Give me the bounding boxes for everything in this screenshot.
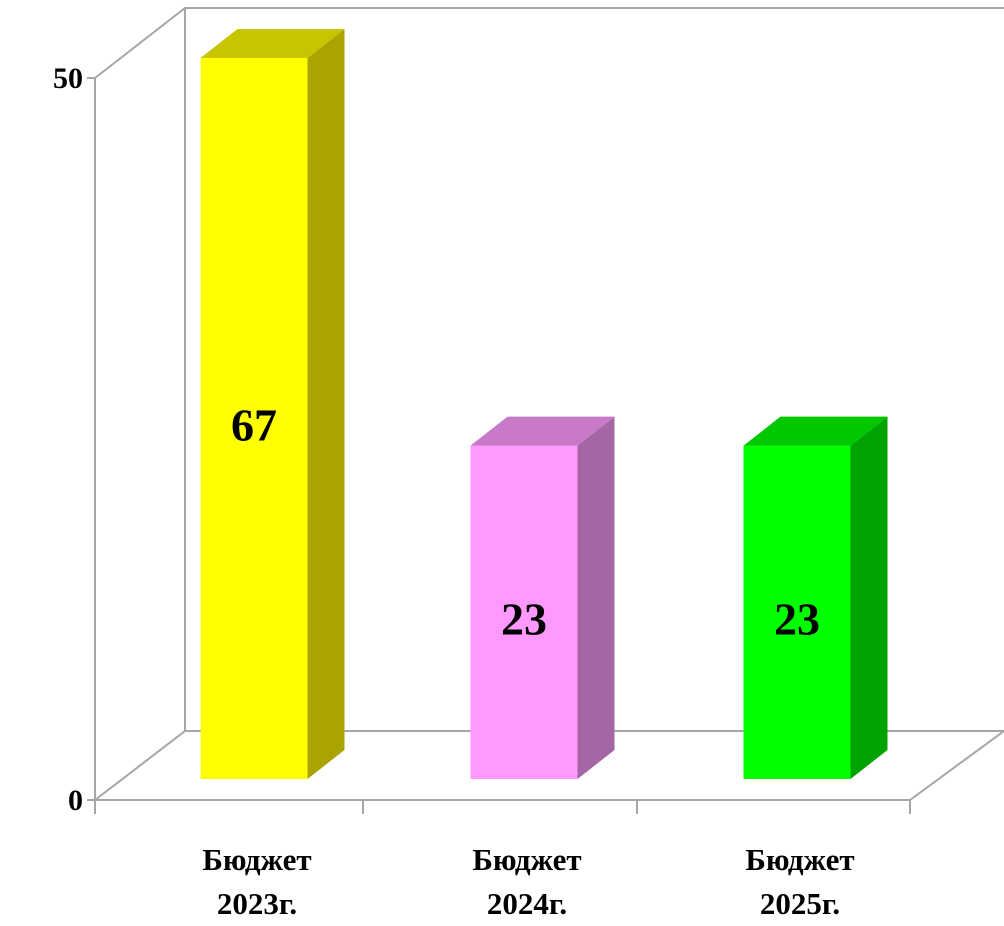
bar-value-label: 67 bbox=[231, 400, 277, 451]
bar-side bbox=[307, 29, 345, 779]
category-label-line: Бюджет bbox=[202, 842, 311, 877]
labels: 0 50 67 Бюджет 2023г. 23 Бюджет 2024г. 23 Бюджет 2… bbox=[53, 62, 855, 921]
bar-top bbox=[470, 416, 615, 446]
category-label-line: Бюджет bbox=[472, 842, 581, 877]
bar-top bbox=[200, 29, 345, 58]
bar-2 bbox=[470, 416, 615, 779]
bars bbox=[200, 29, 888, 779]
bar-value-label: 23 bbox=[774, 593, 820, 644]
y-tick-label: 50 bbox=[53, 62, 83, 95]
category-label: Бюджет 2023г. bbox=[202, 842, 311, 921]
category-label: Бюджет 2024г. bbox=[472, 842, 581, 921]
bar-side bbox=[577, 416, 615, 779]
floor-right-edge bbox=[909, 730, 1004, 801]
category-label-line: Бюджет bbox=[745, 842, 854, 877]
bar-3 bbox=[743, 416, 888, 779]
bar-front bbox=[200, 58, 308, 779]
bar-front bbox=[743, 445, 851, 779]
category-label: Бюджет 2025г. bbox=[745, 842, 854, 921]
bar-top bbox=[743, 416, 888, 446]
category-label-line: 2023г. bbox=[217, 886, 297, 921]
bar-1 bbox=[200, 29, 345, 779]
bar-value-label: 23 bbox=[501, 593, 547, 644]
category-label-line: 2024г. bbox=[487, 886, 567, 921]
floor-left-edge bbox=[94, 730, 186, 801]
category-label-line: 2025г. bbox=[760, 886, 840, 921]
bar-front bbox=[470, 445, 578, 779]
y-tick-label: 0 bbox=[68, 784, 83, 817]
bar-side bbox=[850, 416, 888, 779]
